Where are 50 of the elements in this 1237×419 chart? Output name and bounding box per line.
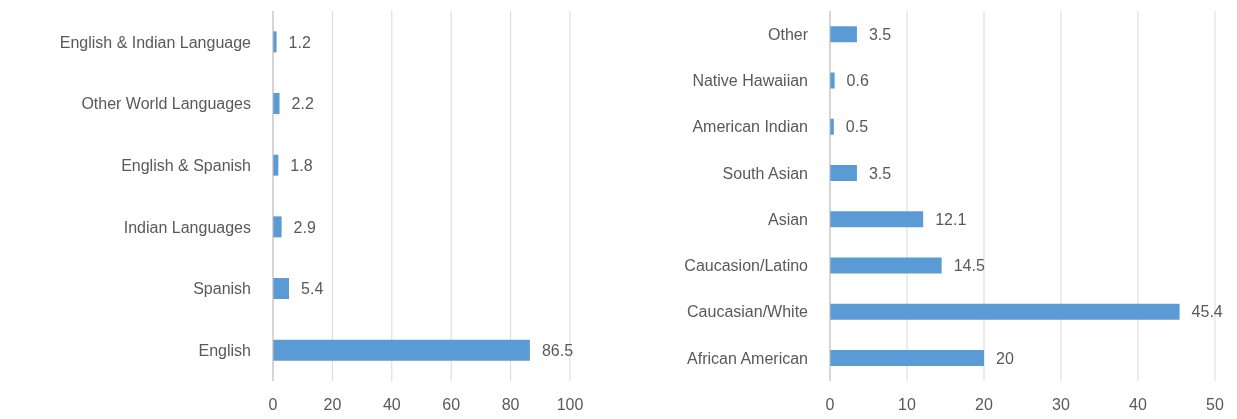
y-tick-label: English bbox=[198, 341, 251, 359]
y-tick-label: Other World Languages bbox=[81, 95, 251, 113]
data-label: 2.2 bbox=[291, 95, 314, 113]
data-label: 5.4 bbox=[301, 280, 324, 298]
y-tick-label: Caucasion/Latino bbox=[684, 257, 809, 275]
y-tick-label: Other bbox=[767, 25, 809, 43]
y-tick-label: Asian bbox=[767, 210, 808, 228]
x-tick-label: 60 bbox=[442, 396, 461, 414]
data-label: 86.5 bbox=[541, 341, 574, 359]
data-label: 3.5 bbox=[868, 164, 892, 182]
bar bbox=[273, 216, 282, 238]
x-tick-label: 10 bbox=[898, 396, 916, 414]
y-tick-label: Native Hawaiian bbox=[692, 72, 808, 90]
bar bbox=[273, 339, 530, 361]
bar bbox=[830, 211, 924, 228]
y-tick-label: Caucasian/White bbox=[687, 303, 809, 321]
y-tick-label: African American bbox=[687, 349, 808, 367]
data-label: 1.2 bbox=[288, 33, 311, 51]
data-label: 0.6 bbox=[846, 72, 869, 90]
y-tick-label: English & Spanish bbox=[121, 156, 251, 174]
bar bbox=[273, 93, 280, 115]
bar bbox=[830, 303, 1180, 320]
data-label: 14.5 bbox=[953, 257, 985, 275]
y-tick-label: American Indian bbox=[692, 118, 808, 136]
x-tick-label: 50 bbox=[1206, 396, 1224, 414]
y-tick-label: Spanish bbox=[193, 280, 251, 298]
y-tick-label: English & Indian Language bbox=[59, 33, 252, 51]
data-label: 3.5 bbox=[868, 25, 892, 43]
x-tick-label: 40 bbox=[382, 396, 401, 414]
y-tick-label: South Asian bbox=[722, 164, 808, 182]
y-tick-label: Indian Languages bbox=[123, 218, 251, 236]
bar bbox=[273, 278, 290, 300]
x-tick-label: 80 bbox=[501, 396, 520, 414]
bar bbox=[830, 165, 857, 182]
bar bbox=[830, 257, 942, 274]
data-label: 45.4 bbox=[1191, 303, 1223, 321]
x-tick-label: 40 bbox=[1129, 396, 1147, 414]
data-label: 20 bbox=[996, 349, 1014, 367]
x-tick-label: 0 bbox=[825, 396, 835, 414]
x-tick-label: 100 bbox=[556, 396, 584, 414]
bar bbox=[830, 26, 857, 43]
x-tick-label: 20 bbox=[975, 396, 993, 414]
x-tick-label: 30 bbox=[1052, 396, 1070, 414]
data-label: 2.9 bbox=[293, 218, 316, 236]
x-tick-label: 0 bbox=[268, 396, 278, 414]
data-label: 1.8 bbox=[290, 156, 313, 174]
x-tick-label: 20 bbox=[323, 396, 342, 414]
data-label: 12.1 bbox=[935, 210, 967, 228]
data-label: 0.5 bbox=[845, 118, 869, 136]
bar bbox=[830, 350, 984, 367]
